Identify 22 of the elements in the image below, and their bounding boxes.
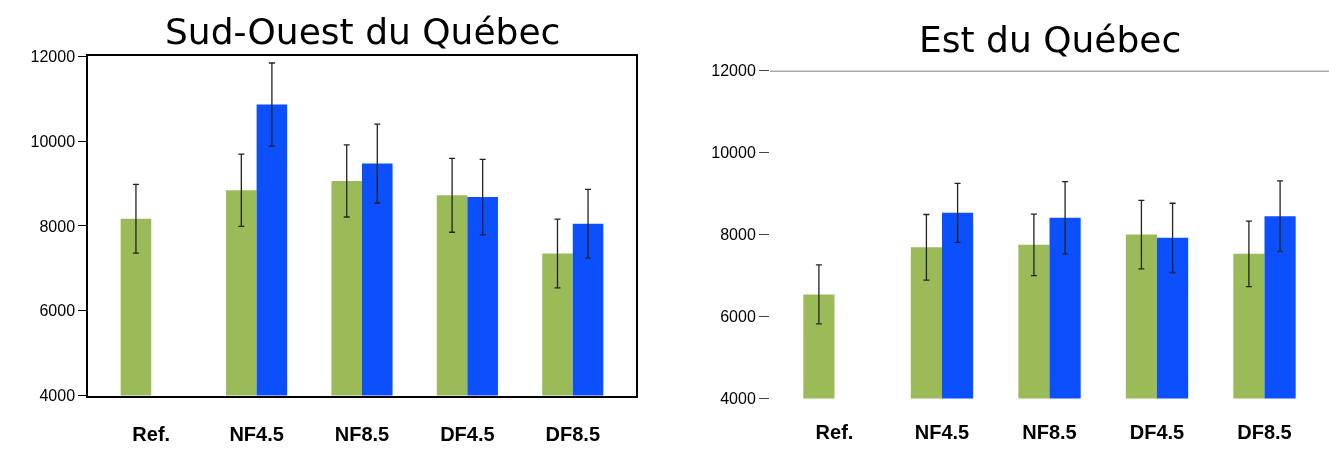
y-tick-label: 10000: [711, 144, 756, 162]
x-tick-label: Ref.: [132, 423, 171, 446]
chart-title: Est du Québec: [919, 19, 1182, 60]
y-tick-label: 6000: [39, 302, 76, 320]
x-tick-label: NF8.5: [334, 423, 390, 446]
y-tick-label: 4000: [720, 390, 756, 408]
y-tick-label: 12000: [30, 47, 76, 65]
x-tick-label: DF8.5: [1237, 421, 1292, 444]
y-tick-label: 8000: [720, 226, 756, 244]
x-tick-label: DF8.5: [545, 423, 600, 446]
chart-title: Sud-Ouest du Québec: [165, 11, 561, 52]
y-tick-label: 10000: [30, 132, 76, 150]
y-tick-label: 6000: [720, 308, 756, 326]
y-tick-label: 12000: [711, 62, 756, 80]
y-tick-label: 4000: [39, 387, 76, 405]
x-tick-label: Ref.: [815, 421, 854, 444]
x-tick-label: NF4.5: [914, 421, 970, 444]
y-tick-label: 8000: [39, 217, 76, 235]
x-tick-label: NF4.5: [229, 423, 284, 446]
x-tick-label: DF4.5: [440, 423, 495, 446]
x-tick-label: DF4.5: [1129, 421, 1185, 444]
x-tick-label: NF8.5: [1022, 421, 1077, 444]
